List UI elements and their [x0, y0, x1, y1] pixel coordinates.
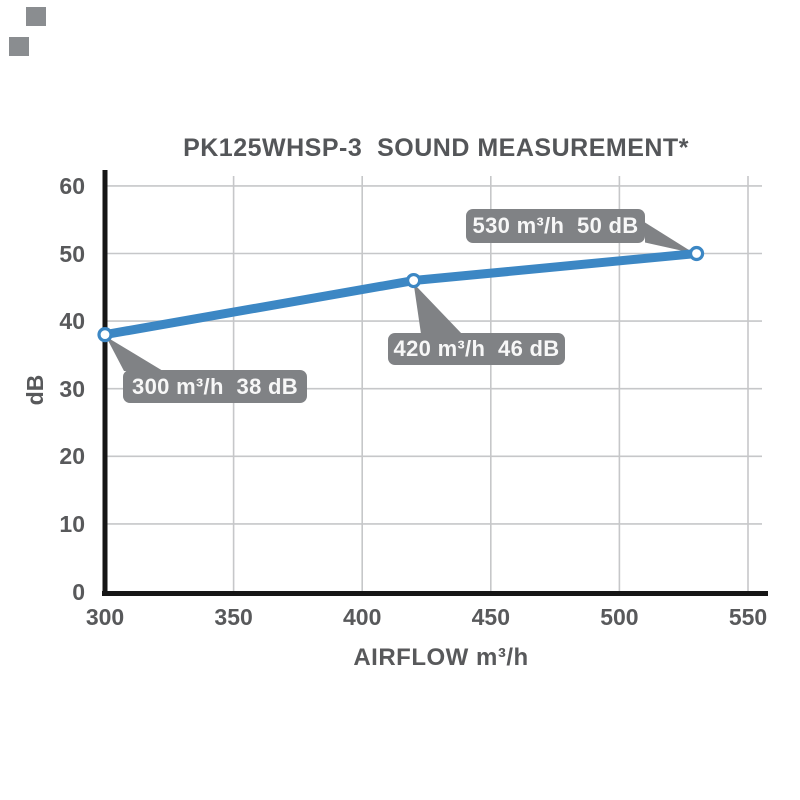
callout-pointer	[106, 336, 163, 371]
x-axis-label: AIRFLOW m³/h	[353, 644, 529, 671]
chart-title: PK125WHSP-3 SOUND MEASUREMENT*	[183, 134, 689, 162]
y-tick-label: 0	[72, 578, 85, 605]
y-tick-label: 40	[59, 308, 85, 335]
y-tick-label: 50	[59, 240, 85, 267]
x-tick-label: 550	[728, 604, 768, 630]
data-callout-420: 420 m³/h 46 dB	[388, 333, 565, 365]
callout-pointer	[645, 222, 695, 254]
sound-level-line	[104, 249, 697, 340]
y-axis-label: dB	[22, 374, 48, 406]
data-point-marker	[406, 272, 422, 289]
data-callout-530: 530 m³/h 50 dB	[466, 209, 645, 243]
x-tick-label: 300	[85, 604, 125, 630]
callout-pointer	[413, 283, 462, 334]
x-tick-label: 450	[471, 604, 510, 630]
y-tick-label: 30	[59, 375, 85, 402]
x-tick-label: 400	[343, 604, 382, 630]
corner-decoration-square-top	[26, 7, 46, 26]
data-point-marker	[97, 327, 113, 343]
data-callout-300: 300 m³/h 38 dB	[123, 370, 307, 403]
y-tick-label: 10	[59, 510, 85, 537]
data-point-marker	[688, 245, 705, 262]
y-tick-label: 60	[59, 172, 85, 199]
x-tick-label: 500	[600, 604, 639, 630]
x-tick-label: 350	[214, 604, 253, 630]
corner-decoration-square-bottom	[9, 37, 29, 56]
y-tick-label: 20	[59, 443, 85, 470]
